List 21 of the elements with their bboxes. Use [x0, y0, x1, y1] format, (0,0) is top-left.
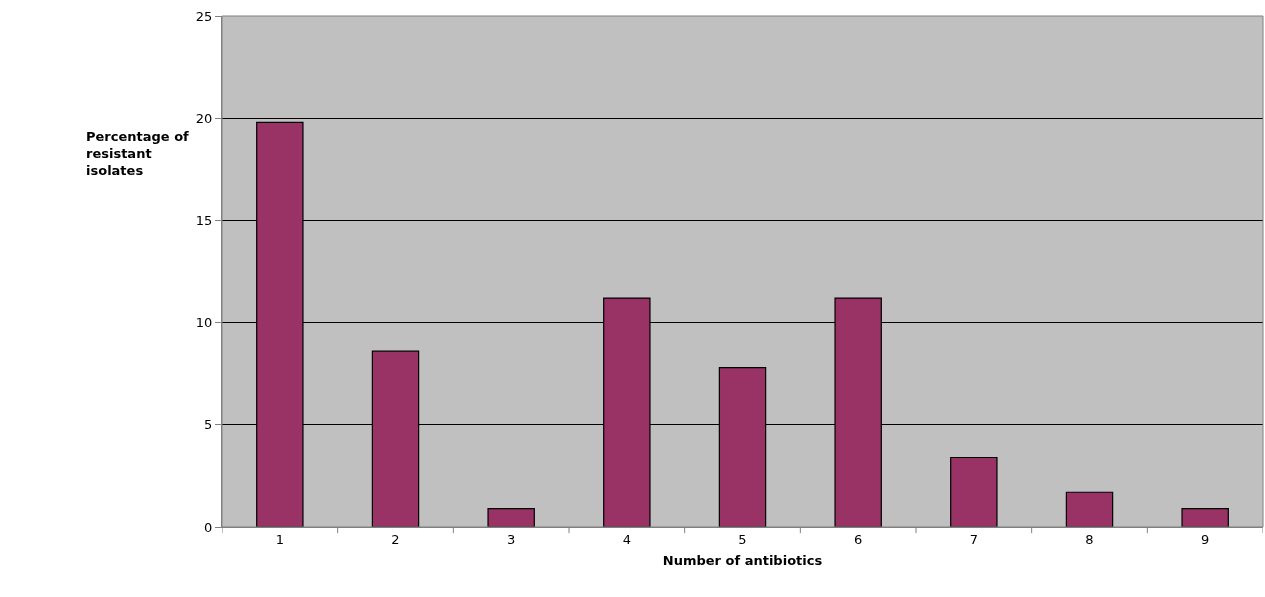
y-tick-label: 20: [195, 110, 213, 126]
x-tick-label: 8: [1085, 531, 1094, 547]
x-tick-label: 7: [969, 531, 978, 547]
y-axis-title: Percentage of resistant isolates: [86, 129, 190, 178]
bar: [1065, 491, 1114, 527]
x-tick-label: 9: [1201, 531, 1210, 547]
x-tick-label: 3: [507, 531, 516, 547]
y-tick-label: 0: [204, 519, 213, 535]
bar: [950, 456, 998, 527]
x-tick-label: 4: [622, 531, 631, 547]
bar: [487, 508, 535, 527]
x-axis-title: Number of antibiotics: [662, 553, 823, 569]
x-tick-label: 2: [391, 531, 400, 547]
y-tick-label: 10: [195, 315, 213, 331]
bar: [1181, 508, 1229, 527]
x-tick-label: 5: [738, 531, 747, 547]
x-tick-label: 6: [854, 531, 863, 547]
y-tick-label: 25: [195, 8, 213, 24]
y-tick-label: 15: [195, 212, 213, 228]
y-tick-label: 5: [204, 417, 213, 433]
x-tick-label: 1: [275, 531, 284, 547]
